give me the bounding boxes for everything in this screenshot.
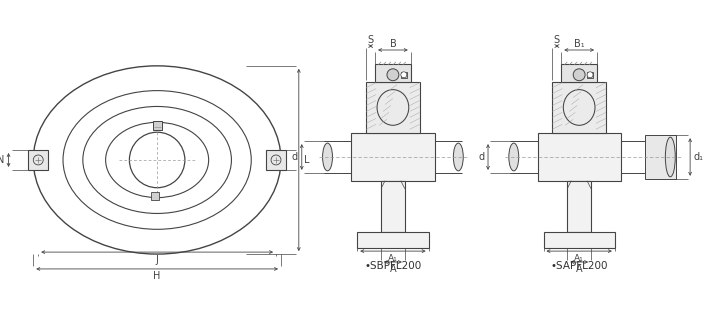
- Bar: [357, 232, 429, 248]
- Ellipse shape: [401, 72, 407, 78]
- Text: J: J: [155, 255, 159, 265]
- Bar: [587, 72, 593, 78]
- Text: •SBPFL200: •SBPFL200: [364, 261, 422, 271]
- Ellipse shape: [509, 143, 519, 171]
- Text: B₁: B₁: [574, 39, 584, 49]
- Text: A: A: [389, 264, 396, 274]
- Text: d₁: d₁: [693, 152, 703, 162]
- Bar: [366, 82, 420, 133]
- Text: L: L: [304, 155, 309, 165]
- Bar: [401, 72, 407, 78]
- Bar: [352, 133, 434, 181]
- Bar: [153, 121, 162, 130]
- Text: A: A: [576, 264, 583, 274]
- Text: d: d: [478, 152, 484, 162]
- Bar: [28, 150, 49, 170]
- Bar: [266, 150, 286, 170]
- Text: A₁: A₁: [574, 254, 584, 262]
- Text: H: H: [153, 271, 161, 281]
- Bar: [151, 192, 159, 200]
- Text: S: S: [368, 35, 374, 45]
- Bar: [381, 181, 405, 232]
- Text: B: B: [389, 39, 396, 49]
- Text: •SAPFL200: •SAPFL200: [550, 261, 608, 271]
- Ellipse shape: [387, 69, 399, 81]
- Text: N: N: [0, 155, 4, 165]
- Bar: [561, 64, 597, 82]
- Bar: [567, 181, 591, 232]
- Text: S: S: [554, 35, 560, 45]
- Bar: [553, 82, 606, 133]
- Ellipse shape: [665, 137, 676, 177]
- Bar: [538, 133, 621, 181]
- Ellipse shape: [573, 69, 585, 81]
- Text: A₁: A₁: [388, 254, 398, 262]
- Ellipse shape: [453, 143, 463, 171]
- Bar: [543, 232, 615, 248]
- Bar: [375, 64, 411, 82]
- Ellipse shape: [323, 143, 333, 171]
- Bar: [645, 135, 676, 179]
- Ellipse shape: [587, 72, 593, 78]
- Text: d: d: [292, 152, 298, 162]
